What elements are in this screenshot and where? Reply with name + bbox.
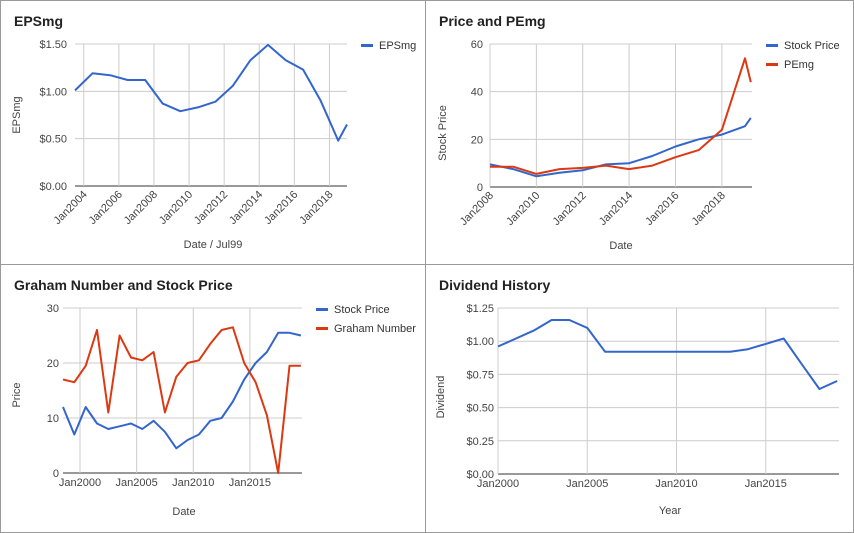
y-axis-label: EPSmg xyxy=(11,96,23,133)
y-tick-label: 0 xyxy=(53,468,59,480)
y-tick-label: 10 xyxy=(47,413,59,425)
y-tick-label: $0.00 xyxy=(466,469,494,481)
x-tick-label: Jan2000 xyxy=(59,477,101,489)
y-axis-label: Dividend xyxy=(435,376,447,419)
chart-panel-dividend-history: Dividend History $0.00 $0.25 $0.50 $0.75 $1.… xyxy=(425,264,854,533)
y-tick-label: 0 xyxy=(477,182,483,194)
x-axis-label: Date xyxy=(609,240,632,252)
epsmg-chart: $0.00 $0.50 $1.00 $1.50 Jan2004Jan2006Jan200… xyxy=(11,39,416,251)
y-tick-label: $0.25 xyxy=(466,436,494,448)
legend-swatch xyxy=(316,308,328,311)
x-tick-label: Jan2000 xyxy=(477,478,519,490)
x-tick-label: Jan2006 xyxy=(87,189,125,227)
legend-label: Stock Price xyxy=(784,40,840,52)
x-tick-label: Jan2010 xyxy=(157,189,195,227)
y-tick-label: $1.00 xyxy=(39,86,67,98)
legend-swatch xyxy=(316,327,328,330)
y-tick-label: $1.50 xyxy=(39,39,67,51)
x-tick-label: Jan2015 xyxy=(745,478,787,490)
x-tick-label: Jan2016 xyxy=(643,190,681,228)
series-line xyxy=(497,319,838,390)
x-tick-label: Jan2018 xyxy=(690,190,728,228)
chart-panel-epsmg: EPSmg $0.00 $0.50 $1.00 $1.50 Jan2004 Jan2006… xyxy=(0,0,426,265)
x-tick-label: Jan2016 xyxy=(262,189,300,227)
x-tick-label: Jan2008 xyxy=(122,189,160,227)
x-axis-label: Date xyxy=(172,506,195,518)
dividend-history-chart: $0.00 $0.25 $0.50 $0.75 $1.00 $1.25 Jan2000 Jan… xyxy=(435,303,839,517)
series-line xyxy=(74,43,348,142)
x-tick-label: Jan2012 xyxy=(551,190,589,228)
x-axis-label: Date / Jul99 xyxy=(184,239,243,251)
y-tick-label: $0.75 xyxy=(466,369,494,381)
x-tick-label: Jan2015 xyxy=(229,477,271,489)
chart-title: Dividend History xyxy=(439,277,551,293)
series-line xyxy=(62,331,302,450)
legend-swatch xyxy=(766,63,778,66)
x-tick-label: Jan2005 xyxy=(116,477,158,489)
x-tick-label: Jan2010 xyxy=(504,190,542,228)
x-tick-label: Jan2014 xyxy=(597,190,635,228)
x-tick-label: Jan2010 xyxy=(655,478,697,490)
series-line xyxy=(490,57,752,175)
y-tick-label: $0.00 xyxy=(39,181,67,193)
y-tick-label: $1.25 xyxy=(466,303,494,315)
y-tick-label: 30 xyxy=(47,303,59,315)
y-tick-label: 40 xyxy=(471,87,483,99)
legend-label: EPSmg xyxy=(379,40,416,52)
y-axis-label: Price xyxy=(11,382,23,407)
legend-swatch xyxy=(766,44,778,47)
graham-number-chart: 0 10 20 30 Jan2000 Jan2005 Jan2010 Jan2015 Date P… xyxy=(11,303,416,518)
y-tick-label: 20 xyxy=(47,358,59,370)
x-tick-label: Jan2014 xyxy=(227,189,265,227)
x-tick-label: Jan2005 xyxy=(566,478,608,490)
series-line xyxy=(62,326,301,474)
legend-swatch xyxy=(361,44,373,47)
y-tick-label: $1.00 xyxy=(466,336,494,348)
y-tick-label: $0.50 xyxy=(39,134,67,146)
y-tick-label: 20 xyxy=(471,134,483,146)
x-tick-label: Jan2004 xyxy=(52,189,90,227)
chart-panel-price-and-pemg: Price and PEmg 0 20 40 60 Jan2008 Jan2010 Jan2… xyxy=(425,0,854,265)
chart-title: EPSmg xyxy=(14,13,64,29)
series-line xyxy=(489,117,752,178)
y-tick-label: 60 xyxy=(471,39,483,51)
chart-panel-graham-number: Graham Number and Stock Price 0 10 20 30 Jan… xyxy=(0,264,426,533)
y-tick-label: $0.50 xyxy=(466,403,494,415)
x-tick-label: Jan2018 xyxy=(297,189,335,227)
y-axis-label: Stock Price xyxy=(437,105,449,161)
x-tick-label: Jan2012 xyxy=(192,189,230,227)
legend-label: Graham Number xyxy=(334,323,416,335)
x-tick-label: Jan2008 xyxy=(458,190,496,228)
legend-label: Stock Price xyxy=(334,304,390,316)
legend-label: PEmg xyxy=(784,59,814,71)
x-tick-label: Jan2010 xyxy=(172,477,214,489)
chart-title: Price and PEmg xyxy=(439,13,546,29)
x-axis-label: Year xyxy=(659,505,682,517)
chart-title: Graham Number and Stock Price xyxy=(14,277,233,293)
